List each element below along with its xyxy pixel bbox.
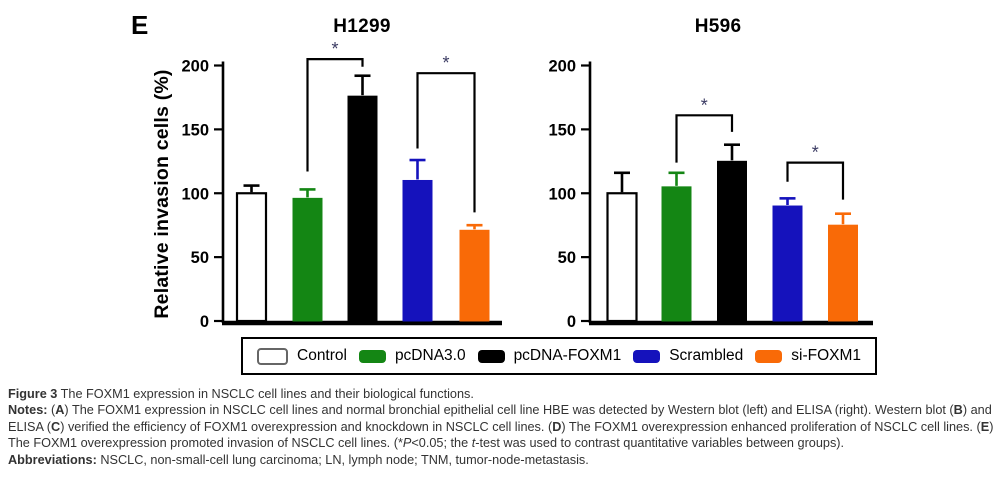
caption-text: E (980, 419, 990, 434)
legend-swatch-scrambled-icon (633, 349, 661, 363)
caption-text: ) and ELISA ( (8, 403, 992, 434)
significance-bracket-h1299-1 (306, 58, 364, 172)
y-tick-label-h596: 100 (548, 185, 576, 203)
caption-text: ) The FOXM1 expression in NSCLC cell lin… (64, 403, 954, 418)
legend-item-control: Control (257, 347, 347, 365)
legend-item-scrambled: Scrambled (633, 347, 743, 365)
bar-h1299-scrambled (402, 179, 433, 322)
caption-title: Figure 3 The FOXM1 expression in NSCLC c… (8, 386, 996, 402)
figure-caption: Figure 3 The FOXM1 expression in NSCLC c… (8, 386, 996, 468)
legend-item-pcdna3-0: pcDNA3.0 (358, 347, 466, 365)
legend-swatch-pcdna3-0-icon (358, 349, 386, 363)
legend-swatch-pcdna-foxm1-icon (477, 349, 505, 363)
y-tick-label-h1299: 0 (200, 313, 209, 331)
bar-h596-si-foxm1 (828, 224, 858, 322)
significance-bracket-h596-1 (675, 114, 734, 163)
significance-asterisk-h596-1: * (701, 95, 708, 115)
legend-item-pcdna-foxm1: pcDNA-FOXM1 (477, 347, 622, 365)
chart-title-h1299: H1299 (333, 16, 391, 37)
caption-text: ( (47, 403, 56, 418)
legend-item-si-foxm1: si-FOXM1 (755, 347, 861, 365)
y-tick-label-h596: 150 (548, 121, 576, 139)
y-tick-label-h1299: 200 (181, 58, 209, 76)
bar-charts-canvas: 0 50 100 150 200 * * 0 50 100 150 200 * * (181, 39, 873, 331)
y-tick-label-h1299: 50 (191, 249, 209, 267)
chart-title-h596: H596 (694, 16, 742, 37)
panel-label-e: E (131, 10, 149, 40)
caption-text: The FOXM1 expression in NSCLC cell lines… (57, 387, 474, 401)
caption-text: A (55, 403, 65, 418)
significance-asterisk-h596-2: * (812, 143, 819, 163)
legend-label-control: Control (297, 347, 347, 364)
caption-text: ) The FOXM1 overexpression promoted inva… (8, 419, 994, 451)
caption-text: ) verified the efficiency of FOXM1 overe… (60, 419, 553, 434)
caption-text: <0.05; the (411, 436, 472, 451)
y-tick-label-h596: 200 (548, 58, 576, 76)
legend-swatch-si-foxm1-icon (755, 349, 783, 363)
caption-text: Abbreviations: (8, 452, 97, 467)
caption-text: B (953, 403, 963, 418)
bar-h1299-pcdna-foxm1 (347, 95, 378, 322)
caption-text: C (51, 419, 61, 434)
legend-label-pcdna-foxm1: pcDNA-FOXM1 (513, 347, 622, 364)
bar-h596-pcdna3-0 (661, 186, 692, 322)
significance-asterisk-h1299-1: * (331, 39, 338, 59)
bar-h1299-si-foxm1 (459, 229, 490, 322)
bar-h596-control (606, 192, 638, 323)
caption-notes: Notes: (A) The FOXM1 expression in NSCLC… (8, 402, 996, 451)
y-tick-label-h596: 50 (558, 249, 576, 267)
y-tick-label-h596: 0 (567, 313, 576, 331)
caption-text: -test was used to contrast quantitative … (475, 436, 845, 451)
legend-label-scrambled: Scrambled (669, 347, 744, 364)
bar-h1299-pcdna3-0 (292, 197, 323, 322)
bar-h1299-control (235, 192, 268, 323)
legend-label-si-foxm1: si-FOXM1 (791, 347, 861, 364)
significance-asterisk-h1299-2: * (442, 53, 449, 73)
caption-abbreviations: Abbreviations: NSCLC, non-small-cell lun… (8, 452, 996, 468)
bar-h596-scrambled (772, 205, 803, 322)
caption-text: t (471, 436, 476, 451)
caption-text: D (552, 419, 562, 434)
legend: Control pcDNA3.0 pcDNA-FOXM1 Scrambled si-FO… (241, 337, 877, 375)
y-tick-label-h1299: 150 (181, 121, 209, 139)
caption-text: NSCLC, non-small-cell lung carcinoma; LN… (96, 452, 589, 467)
legend-swatch-control-icon (257, 347, 288, 365)
legend-label-pcdna3-0: pcDNA3.0 (394, 347, 466, 364)
bar-h596-pcdna-foxm1 (717, 160, 747, 322)
caption-text: ) The FOXM1 overexpression enhanced prol… (561, 419, 981, 434)
significance-bracket-h1299-2 (416, 72, 476, 213)
significance-bracket-h596-2 (786, 161, 845, 200)
caption-text: Notes: (8, 403, 48, 418)
caption-text: Figure 3 (8, 387, 58, 401)
caption-text: P (402, 436, 412, 451)
y-tick-label-h1299: 100 (181, 185, 209, 203)
